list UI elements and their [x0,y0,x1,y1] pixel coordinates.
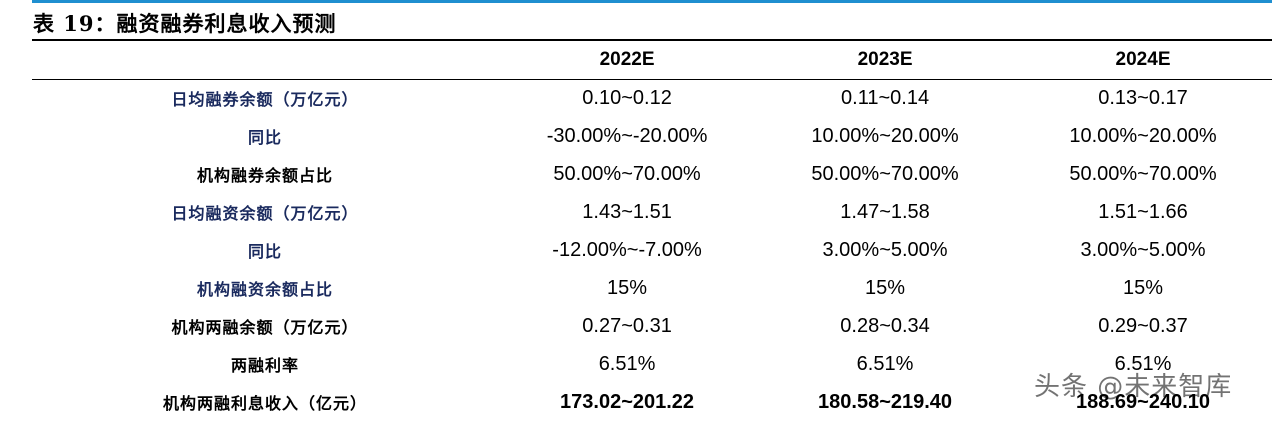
cell-2023e: 0.28~0.34 [840,314,930,337]
cell-2022e: 0.27~0.31 [582,314,672,337]
table-row: 机构两融余额（万亿元） 0.27~0.31 0.28~0.34 0.29~0.3… [32,307,1272,345]
watermark: 头条 @未来智库 [1034,372,1233,402]
row-label: 同比 [248,242,283,261]
row-label: 机构两融利息收入（亿元） [163,394,368,413]
header-rule [32,79,1272,80]
cell-2024e: 6.51% [1114,352,1172,375]
cell-2022e: -12.00%~-7.00% [552,238,702,261]
table-header-row: 2022E 2023E 2024E [32,41,1272,79]
cell-2024e: 10.00%~20.00% [1069,124,1217,147]
cell-2024e: 3.00%~5.00% [1080,238,1206,261]
row-label: 机构两融余额（万亿元） [171,318,359,337]
cell-2023e: 3.00%~5.00% [822,238,948,261]
table-row: 机构融资余额占比 15% 15% 15% [32,269,1272,307]
cell-2024e: 188.69~240.10 [1076,390,1211,413]
cell-2022e: 50.00%~70.00% [553,162,701,185]
row-label: 两融利率 [231,356,300,375]
cell-2024e: 15% [1123,276,1164,299]
cell-2024e: 50.00%~70.00% [1069,162,1217,185]
cell-2022e: -30.00%~-20.00% [546,124,708,147]
cell-2022e: 0.10~0.12 [582,86,672,109]
table-row: 日均融券余额（万亿元） 0.10~0.12 0.11~0.14 0.13~0.1… [32,79,1272,117]
row-label: 机构融资余额占比 [197,280,334,299]
cell-2022e: 6.51% [598,352,656,375]
cell-2023e: 10.00%~20.00% [811,124,959,147]
table-title: 表 19：融资融券利息收入预测 [33,11,337,36]
cell-2024e: 1.51~1.66 [1098,200,1188,223]
forecast-table: 2022E 2023E 2024E 日均融券余额（万亿元） 0.10~0.12 … [32,41,1272,421]
table-row: 两融利率 6.51% 6.51% 6.51% [32,345,1272,383]
table-row: 机构融券余额占比 50.00%~70.00% 50.00%~70.00% 50.… [32,155,1272,193]
title-rule [32,39,1272,41]
cell-2023e: 1.47~1.58 [840,200,930,223]
cell-2023e: 50.00%~70.00% [811,162,959,185]
header-2022e: 2022E [599,49,655,70]
row-label: 日均融资余额（万亿元） [171,204,359,223]
cell-2022e: 173.02~201.22 [560,390,695,413]
cell-2023e: 180.58~219.40 [818,390,953,413]
cell-2023e: 6.51% [856,352,914,375]
cell-2022e: 1.43~1.51 [582,200,672,223]
row-label: 同比 [248,128,283,147]
cell-2024e: 0.29~0.37 [1098,314,1188,337]
cell-2023e: 0.11~0.14 [841,86,930,109]
cell-2023e: 15% [865,276,906,299]
row-label: 日均融券余额（万亿元） [171,90,359,109]
cell-2024e: 0.13~0.17 [1098,86,1188,109]
table-row: 日均融资余额（万亿元） 1.43~1.51 1.47~1.58 1.51~1.6… [32,193,1272,231]
table-row: 同比 -12.00%~-7.00% 3.00%~5.00% 3.00%~5.00… [32,231,1272,269]
table-row: 同比 -30.00%~-20.00% 10.00%~20.00% 10.00%~… [32,117,1272,155]
row-label: 机构融券余额占比 [197,166,334,185]
header-2023e: 2023E [857,49,913,70]
top-accent-rule [32,0,1272,3]
table-row-total: 机构两融利息收入（亿元） 173.02~201.22 180.58~219.40… [32,383,1272,421]
cell-2022e: 15% [607,276,648,299]
header-2024e: 2024E [1115,49,1171,70]
